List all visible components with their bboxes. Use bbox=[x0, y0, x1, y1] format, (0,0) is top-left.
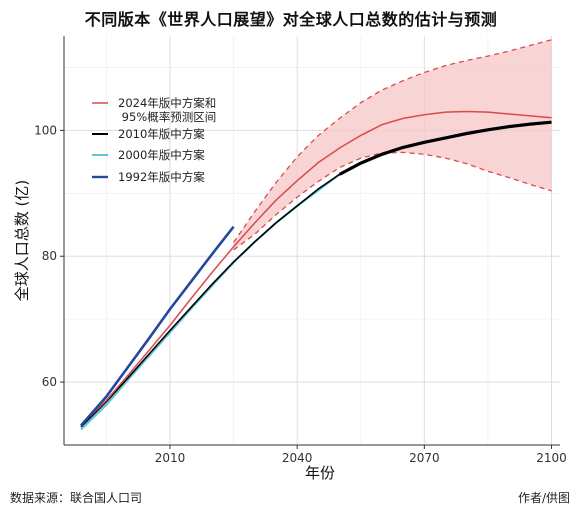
x-tick-label: 2100 bbox=[536, 451, 567, 465]
y-tick-label: 100 bbox=[34, 123, 57, 137]
legend-label-line: 1992年版中方案 bbox=[118, 170, 205, 184]
x-axis-title: 年份 bbox=[305, 464, 335, 482]
series-2010-line-extended bbox=[338, 120, 552, 176]
legend-label-line: 2000年版中方案 bbox=[118, 148, 205, 162]
legend-label-line: 2024年版中方案和 bbox=[118, 96, 216, 110]
series-2024-interval-band bbox=[233, 39, 552, 250]
legend-label-line: 2010年版中方案 bbox=[118, 127, 205, 141]
x-tick-label: 2010 bbox=[155, 451, 186, 465]
series-2024-lower-bound-line bbox=[233, 151, 552, 251]
legend-label: 2024年版中方案和 95%概率预测区间 bbox=[118, 96, 216, 124]
y-tick-label: 60 bbox=[42, 375, 57, 389]
y-axis-title: 全球人口总数 (亿) bbox=[13, 180, 31, 301]
chart-title: 不同版本《世界人口展望》对全球人口总数的估计与预测 bbox=[84, 10, 498, 29]
legend-label: 2010年版中方案 bbox=[118, 127, 205, 141]
legend-label-line: 95%概率预测区间 bbox=[118, 110, 216, 124]
series-2024-line bbox=[80, 110, 552, 426]
x-tick-label: 2040 bbox=[282, 451, 313, 465]
author-credit: 作者/供图 bbox=[517, 491, 570, 505]
data-source-note: 数据来源：联合国人口司 bbox=[10, 491, 143, 505]
legend-label: 2000年版中方案 bbox=[118, 148, 205, 162]
series-1992-line bbox=[80, 225, 235, 427]
legend-label: 1992年版中方案 bbox=[118, 170, 205, 184]
x-tick-label: 2070 bbox=[409, 451, 440, 465]
series-2024-upper-bound-line bbox=[233, 39, 552, 243]
legend: 2024年版中方案和 95%概率预测区间 2010年版中方案 2000年版中方案 19… bbox=[92, 96, 216, 184]
y-tick-label: 80 bbox=[42, 249, 57, 263]
series-2010-line bbox=[80, 173, 341, 428]
